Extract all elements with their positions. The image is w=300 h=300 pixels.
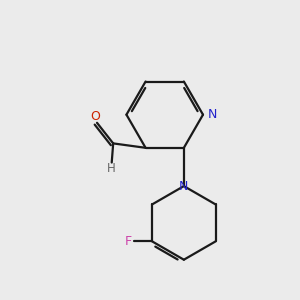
Text: H: H — [107, 162, 116, 175]
Text: O: O — [91, 110, 100, 123]
Text: N: N — [207, 108, 217, 121]
Text: F: F — [124, 235, 131, 248]
Text: N: N — [179, 180, 188, 193]
